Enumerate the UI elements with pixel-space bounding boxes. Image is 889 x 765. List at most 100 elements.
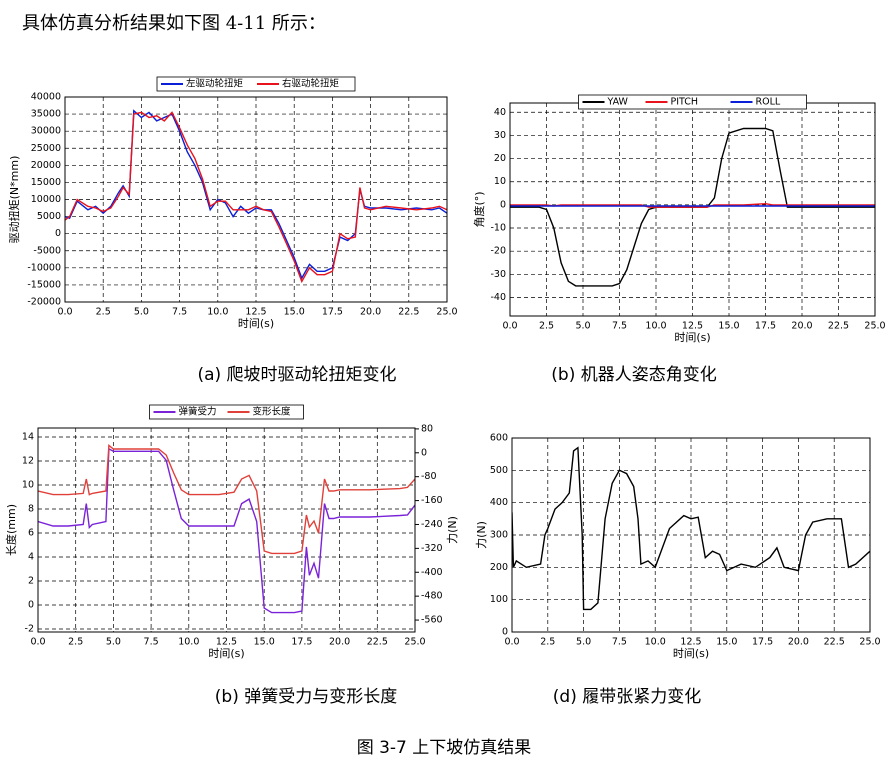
y2-tick-label: 80 xyxy=(421,423,433,434)
y-tick-label: 10000 xyxy=(31,194,61,205)
x-tick-label: 2.5 xyxy=(540,637,555,648)
legend-label: 变形长度 xyxy=(253,406,292,418)
x-tick-label: 0.0 xyxy=(502,321,517,332)
x-tick-label: 7.5 xyxy=(612,637,627,648)
y-tick-label: 0 xyxy=(55,228,61,239)
y-tick-label: -40 xyxy=(490,292,506,303)
y-axis-label: 长度(mm) xyxy=(4,504,18,556)
y-tick-label: -20 xyxy=(490,246,506,257)
caption: (b) 弹簧受力与变形长度 xyxy=(215,687,397,707)
y-tick-label: 12 xyxy=(22,456,34,467)
x-tick-label: 5.0 xyxy=(106,637,121,648)
y-tick-label: 300 xyxy=(490,530,508,541)
y-tick-label: -2 xyxy=(25,624,34,635)
series-line xyxy=(512,446,870,611)
y-tick-label: 0 xyxy=(28,600,34,611)
x-tick-label: 17.5 xyxy=(752,637,773,648)
y2-tick-label: -160 xyxy=(421,495,443,506)
y2-tick-label: 0 xyxy=(421,447,427,458)
y2-tick-label: -240 xyxy=(421,519,443,530)
series-line xyxy=(38,447,415,614)
x-axis-label: 时间(s) xyxy=(673,647,709,660)
y-axis-label: 力(N) xyxy=(475,521,488,549)
x-tick-label: 20.0 xyxy=(360,307,381,318)
series-line xyxy=(65,111,447,284)
x-tick-label: 10.0 xyxy=(645,321,666,332)
x-tick-label: 12.5 xyxy=(216,637,237,648)
y-tick-label: 15000 xyxy=(31,177,61,188)
chart: 0.0 2.5 5.0 7.5 10.0 12.5 15.0 17.5 20.0 22.5 25.0… xyxy=(7,76,458,330)
legend-box xyxy=(578,94,807,110)
y-tick-label: 2 xyxy=(28,576,34,587)
y-tick-label: 30 xyxy=(494,130,506,141)
y2-tick-label: -560 xyxy=(421,615,443,626)
plot-frame xyxy=(37,427,416,633)
y-tick-label: 40 xyxy=(494,107,506,118)
header-text: 具体仿真分析结果如下图 4-11 所示： xyxy=(22,13,326,34)
y-tick-label: 100 xyxy=(490,594,508,605)
y-tick-label: 20 xyxy=(494,153,506,164)
x-tick-label: 15.0 xyxy=(284,307,305,318)
x-tick-label: 0.0 xyxy=(504,637,519,648)
y-tick-label: 14 xyxy=(22,432,34,443)
x-tick-label: 20.0 xyxy=(788,637,809,648)
legend-label: 弹簧受力 xyxy=(179,406,217,418)
x-axis-label: 时间(s) xyxy=(208,647,244,660)
y2-tick-label: -480 xyxy=(421,591,443,602)
x-tick-label: 25.0 xyxy=(436,307,457,318)
x-axis-label: 时间(s) xyxy=(674,331,710,344)
x-tick-label: 2.5 xyxy=(539,321,554,332)
x-tick-label: 12.5 xyxy=(245,307,266,318)
x-tick-label: 12.5 xyxy=(680,637,701,648)
series-line xyxy=(510,127,875,287)
y-tick-label: -10 xyxy=(490,223,506,234)
x-tick-label: 7.5 xyxy=(144,637,159,648)
legend-box xyxy=(156,76,356,92)
chart: 0.0 2.5 5.0 7.5 10.0 12.5 15.0 17.5 20.0 22.5 25.0… xyxy=(472,94,886,344)
y2-tick-label: -80 xyxy=(421,471,437,482)
y-tick-label: -15000 xyxy=(27,279,61,290)
x-tick-label: 0.0 xyxy=(30,637,45,648)
legend-label: PITCH xyxy=(671,97,699,108)
x-tick-label: 17.5 xyxy=(755,321,776,332)
x-tick-label: 20.0 xyxy=(329,637,350,648)
y-tick-label: 500 xyxy=(490,465,508,476)
y-tick-label: 30000 xyxy=(31,126,61,137)
legend-label: 左驱动轮扭矩 xyxy=(186,78,244,90)
x-tick-label: 2.5 xyxy=(96,307,111,318)
legend-label: ROLL xyxy=(756,97,781,108)
x-tick-label: 5.0 xyxy=(575,321,590,332)
y-tick-label: 5000 xyxy=(37,211,61,222)
caption: (a) 爬坡时驱动轮扭矩变化 xyxy=(197,365,396,385)
x-tick-label: 5.0 xyxy=(134,307,149,318)
x-tick-label: 0.0 xyxy=(57,307,72,318)
y-tick-label: 4 xyxy=(28,552,34,563)
y-tick-label: 400 xyxy=(490,497,508,508)
x-tick-label: 15.0 xyxy=(716,637,737,648)
x-tick-label: 25.0 xyxy=(404,637,425,648)
y-tick-label: -10000 xyxy=(27,262,61,273)
x-tick-label: 7.5 xyxy=(172,307,187,318)
y-tick-label: -20000 xyxy=(27,297,61,308)
y-tick-label: -5000 xyxy=(33,245,61,256)
x-tick-label: 17.5 xyxy=(322,307,343,318)
y2-axis-label: 力(N) xyxy=(446,516,459,544)
caption: (b) 机器人姿态角变化 xyxy=(551,365,716,385)
x-tick-label: 7.5 xyxy=(612,321,627,332)
x-tick-label: 20.0 xyxy=(791,321,812,332)
x-tick-label: 22.5 xyxy=(367,637,388,648)
x-tick-label: 22.5 xyxy=(824,637,845,648)
x-tick-label: 10.0 xyxy=(645,637,666,648)
x-tick-label: 10.0 xyxy=(207,307,228,318)
chart: 0.0 2.5 5.0 7.5 10.0 12.5 15.0 17.5 20.0 22.5 25.0… xyxy=(4,404,459,660)
x-axis-label: 时间(s) xyxy=(238,317,274,330)
series-line xyxy=(38,444,415,555)
x-tick-label: 25.0 xyxy=(864,321,885,332)
x-tick-label: 25.0 xyxy=(859,637,880,648)
x-tick-label: 22.5 xyxy=(398,307,419,318)
x-tick-label: 5.0 xyxy=(576,637,591,648)
y-tick-label: 40000 xyxy=(31,92,61,103)
x-tick-label: 12.5 xyxy=(682,321,703,332)
legend-label: YAW xyxy=(607,97,629,108)
